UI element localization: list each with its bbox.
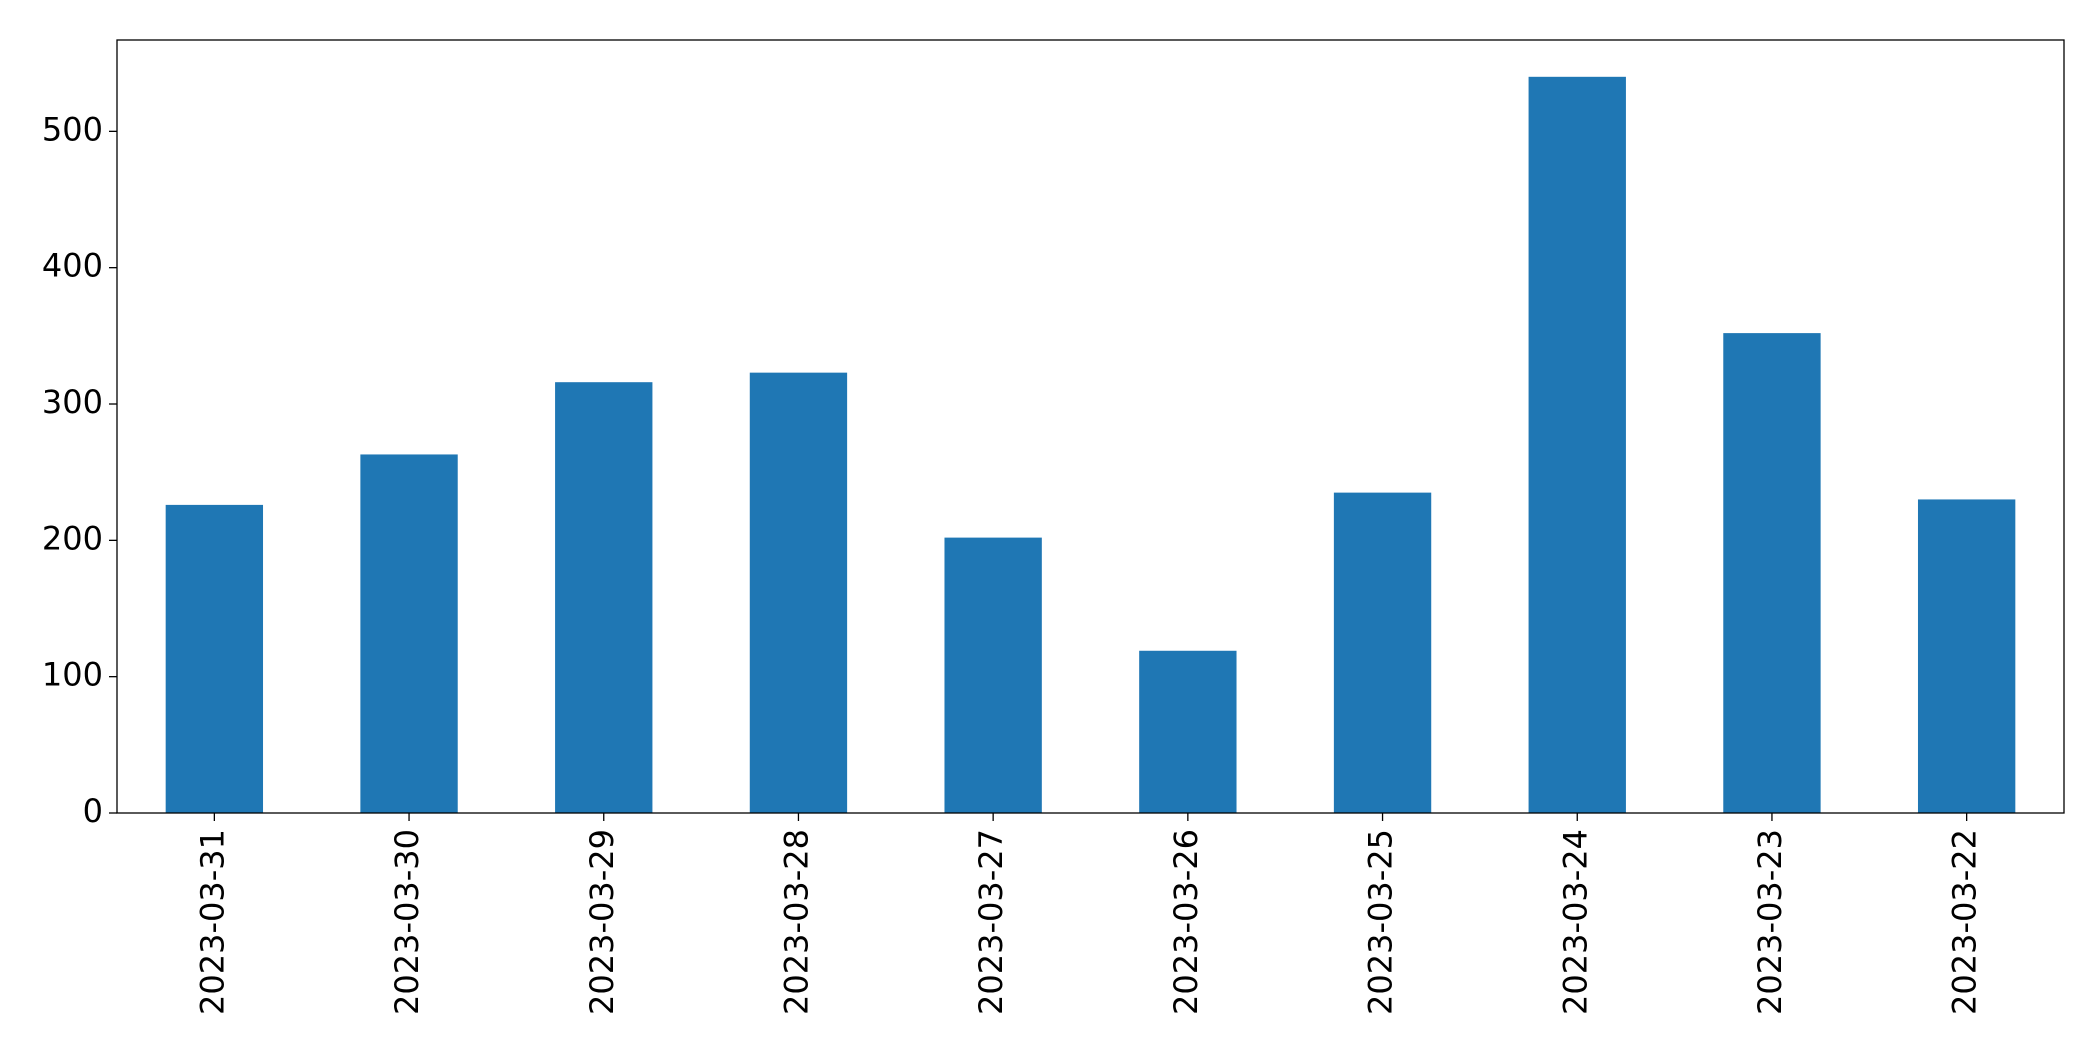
x-tick-label: 2023-03-31 — [193, 829, 231, 1015]
bar — [555, 382, 653, 813]
bar — [165, 504, 264, 813]
bar — [944, 537, 1042, 813]
bar — [360, 454, 458, 813]
y-tick-label: 300 — [42, 383, 103, 421]
x-tick-label: 2023-03-28 — [777, 829, 815, 1015]
bar — [1139, 650, 1237, 813]
bar — [1723, 333, 1821, 813]
y-tick-label: 100 — [42, 656, 103, 694]
plot-frame — [116, 39, 2065, 814]
x-tick-label: 2023-03-27 — [972, 829, 1010, 1015]
x-tick-label: 2023-03-25 — [1362, 829, 1400, 1015]
bar — [1333, 492, 1432, 813]
y-tick-label: 200 — [42, 519, 103, 557]
bar — [749, 372, 848, 813]
x-tick-label: 2023-03-24 — [1556, 829, 1594, 1015]
x-tick-label: 2023-03-29 — [583, 829, 621, 1015]
x-tick-label: 2023-03-26 — [1167, 829, 1205, 1015]
y-tick-label: 500 — [42, 110, 103, 148]
y-tick-label: 400 — [42, 247, 103, 285]
y-tick-label: 0 — [83, 792, 103, 830]
bar — [1917, 499, 2016, 813]
x-tick-label: 2023-03-23 — [1751, 829, 1789, 1015]
bar — [1528, 76, 1626, 814]
x-tick-label: 2023-03-22 — [1946, 829, 1984, 1015]
x-tick-label: 2023-03-30 — [388, 829, 426, 1015]
